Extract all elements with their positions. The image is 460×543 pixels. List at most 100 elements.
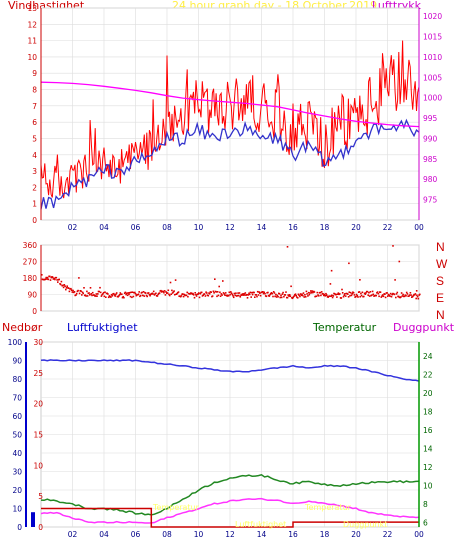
direction-point xyxy=(157,293,159,296)
temperature-label: Temperatur xyxy=(313,321,377,334)
direction-point xyxy=(110,293,113,296)
direction-point xyxy=(139,294,142,297)
direction-point xyxy=(324,295,327,297)
direction-tick-label: 180 xyxy=(23,274,38,283)
direction-point xyxy=(162,290,164,293)
compass-label: E xyxy=(436,291,444,305)
direction-point xyxy=(248,293,251,296)
direction-point xyxy=(105,296,107,298)
direction-point xyxy=(70,287,72,290)
direction-point xyxy=(282,291,284,294)
direction-point xyxy=(413,294,416,296)
direction-point xyxy=(347,293,349,295)
rain-tick-label: 5 xyxy=(38,492,43,501)
compass-label: S xyxy=(436,274,444,288)
direction-point xyxy=(294,293,297,295)
direction-point xyxy=(400,292,403,294)
direction-point xyxy=(308,293,311,296)
direction-point xyxy=(369,291,372,293)
direction-point xyxy=(193,296,196,299)
direction-point xyxy=(244,292,247,294)
pressure-tick-label: 995 xyxy=(423,114,438,123)
direction-point xyxy=(305,290,308,293)
direction-point xyxy=(246,293,248,296)
direction-point xyxy=(352,292,355,294)
graph-title: 24 hour graph day - 18.October.2019 xyxy=(172,0,378,12)
direction-point xyxy=(378,295,380,298)
direction-point xyxy=(78,277,80,279)
direction-point xyxy=(73,291,76,293)
direction-point xyxy=(410,294,412,296)
direction-point xyxy=(256,290,259,293)
direction-point xyxy=(89,294,91,296)
direction-point xyxy=(279,296,281,299)
direction-point xyxy=(349,291,352,294)
rain-tick-label: 20 xyxy=(33,400,43,409)
direction-point xyxy=(355,293,358,296)
direction-point xyxy=(255,294,257,296)
direction-point xyxy=(263,291,265,294)
wind-x-tick-label: 12 xyxy=(225,223,235,232)
direction-point xyxy=(290,285,292,288)
direction-point xyxy=(242,294,244,296)
direction-point xyxy=(311,290,313,292)
direction-point xyxy=(165,291,167,293)
direction-point xyxy=(223,293,226,295)
direction-point xyxy=(300,294,303,297)
direction-point xyxy=(115,293,117,296)
direction-point xyxy=(241,293,244,295)
direction-point xyxy=(366,290,369,293)
direction-point xyxy=(386,292,388,294)
direction-point xyxy=(41,274,43,276)
direction-point xyxy=(113,294,116,296)
direction-point xyxy=(145,294,148,297)
direction-point xyxy=(302,292,305,294)
direction-point xyxy=(233,292,236,295)
direction-point xyxy=(398,260,401,263)
direction-point xyxy=(217,294,220,297)
direction-point xyxy=(272,291,275,293)
direction-point xyxy=(134,291,136,294)
direction-point xyxy=(259,292,261,294)
wind-y-tick-label: 9 xyxy=(32,69,37,78)
direction-point xyxy=(278,293,281,295)
wind-x-tick-label: 02 xyxy=(68,223,78,232)
wind-y-tick-label: 2 xyxy=(32,183,37,192)
direction-point xyxy=(325,292,327,295)
direction-point xyxy=(180,295,183,297)
direction-point xyxy=(187,295,189,298)
direction-point xyxy=(65,288,67,291)
direction-point xyxy=(405,295,407,297)
direction-point xyxy=(176,292,178,295)
direction-point xyxy=(304,296,307,298)
direction-point xyxy=(218,285,220,288)
direction-point xyxy=(286,296,289,299)
direction-point xyxy=(313,291,316,293)
humidity-x-tick-label: 20 xyxy=(351,530,361,539)
direction-point xyxy=(182,293,184,295)
direction-point xyxy=(275,296,278,298)
direction-point xyxy=(363,292,366,295)
direction-point xyxy=(53,277,55,280)
direction-point xyxy=(118,294,121,296)
direction-point xyxy=(192,292,194,295)
humidity-x-tick-label: 04 xyxy=(99,530,109,539)
direction-point xyxy=(419,293,421,296)
direction-point xyxy=(388,294,391,297)
direction-point xyxy=(77,289,79,292)
direction-point xyxy=(302,294,304,297)
direction-point xyxy=(380,296,383,298)
direction-point xyxy=(329,283,332,285)
direction-point xyxy=(287,294,289,296)
humidity-tick-label: 0 xyxy=(17,523,22,532)
direction-point xyxy=(254,296,256,298)
direction-point xyxy=(168,294,171,297)
direction-point xyxy=(348,262,350,265)
direction-point xyxy=(387,295,389,297)
direction-point xyxy=(222,292,225,294)
direction-point xyxy=(307,295,309,297)
direction-point xyxy=(248,292,250,295)
direction-point xyxy=(83,287,85,289)
direction-point xyxy=(107,293,109,295)
direction-point xyxy=(344,295,347,297)
